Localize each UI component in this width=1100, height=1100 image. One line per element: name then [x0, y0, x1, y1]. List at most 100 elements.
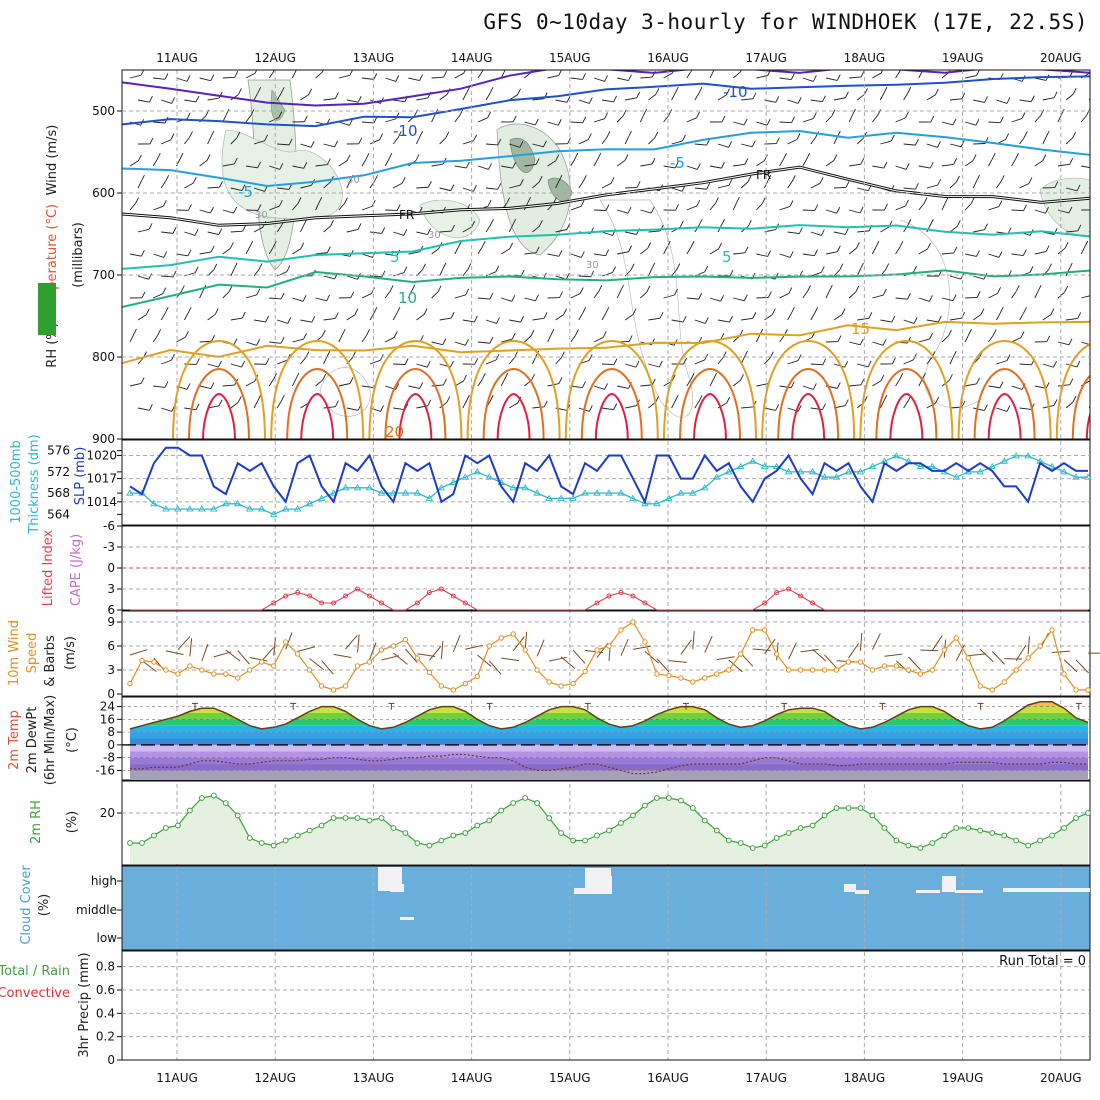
wind-barb-flag [249, 240, 254, 248]
thickness-ytick: 572 [47, 465, 70, 479]
rh-point [234, 812, 241, 819]
wind-barb-flag [192, 176, 197, 184]
surface-wind-barb [345, 635, 358, 650]
wind-barb-flag [465, 288, 470, 296]
wind-barb [926, 94, 936, 101]
wind-barb-flag [630, 263, 635, 270]
warm-contour [777, 367, 840, 439]
wind-speed-point [127, 680, 133, 687]
wind-barb-flag [976, 291, 981, 298]
wind-barb [1019, 363, 1032, 366]
wind-barb-flag [613, 358, 618, 365]
wind-barb [779, 335, 785, 343]
wind-barb [555, 180, 560, 189]
wind-barb-flag [286, 265, 291, 272]
wind-barb-flag [403, 266, 408, 273]
wind-barb-flag [822, 358, 827, 365]
wind-barb [385, 77, 396, 82]
wind-barb [787, 312, 792, 321]
wind-barb-flag [357, 96, 362, 103]
wind-barb-flag [806, 152, 810, 160]
contour-label: -5 [670, 154, 685, 172]
wind-barb-flag [937, 178, 942, 186]
wind-barb [918, 297, 930, 302]
wind-barb-flag [465, 394, 470, 402]
wind-barb [346, 407, 359, 411]
wind-barb [996, 181, 1002, 189]
lifted-index-point [798, 593, 804, 599]
wind-barb-flag [164, 381, 169, 388]
wind-barb-flag [272, 241, 277, 248]
isotherm--15 [122, 70, 1090, 107]
wind-barb [384, 291, 391, 299]
rh-ylabel: 2m RH (%) [29, 800, 80, 844]
wind-barb-flag [535, 294, 539, 301]
thickness-point [389, 489, 398, 496]
wind-barb [532, 225, 540, 233]
wind-barb-flag [164, 73, 169, 80]
lifted-index-point [307, 593, 313, 599]
wind-barb-flag [512, 218, 517, 226]
wind-barb-flag [743, 118, 748, 126]
wind-barb-flag [419, 335, 424, 342]
wind-barb-flag [984, 96, 988, 103]
wind-barb [733, 121, 745, 126]
surface-wind-barb [333, 653, 352, 658]
cloud-ytick: middle [76, 903, 117, 917]
wind-barb-flag [310, 141, 315, 148]
wind-barb-flag [403, 229, 408, 236]
contour-label: 30 [347, 175, 360, 186]
thickness-point [126, 489, 134, 496]
wind-barb-flag [211, 335, 215, 342]
surface-wind-barb [297, 646, 316, 652]
wind-barb [802, 253, 815, 257]
wind-barb [408, 385, 420, 389]
wind-barb-flag [302, 295, 307, 302]
surface-wind-barb [1052, 650, 1071, 653]
wind-barb-flag [613, 403, 618, 410]
wind-speed-point [702, 675, 708, 681]
isotherm-15 [122, 320, 1090, 365]
isotherm--10 [122, 75, 1090, 128]
wind-barb [578, 312, 584, 321]
wind-barb-flag [210, 206, 214, 214]
temp-ytick: 16 [100, 712, 115, 726]
lifted-index-point [319, 600, 325, 606]
wind-barb-flag [658, 360, 663, 368]
wind-barb [508, 357, 515, 365]
wind-barb-flag [937, 141, 941, 148]
wind-barb [686, 117, 697, 123]
wind-barb-flag [179, 152, 184, 160]
wind-barb [207, 363, 219, 368]
wind-barb-flag [718, 242, 722, 250]
wind-barb-flag [241, 360, 246, 368]
temp-ytick: -16 [95, 763, 115, 777]
surface-wind-barb [704, 635, 713, 653]
wind-barb-flag [789, 251, 794, 258]
wind-speed-point [199, 667, 205, 673]
wind-barb [872, 341, 884, 346]
warm-contour [1055, 343, 1090, 439]
wind-barb-flag [288, 138, 293, 146]
wind-speed-point [845, 659, 852, 665]
wind-barb [485, 319, 497, 324]
wind-barb [346, 180, 351, 189]
wind-barb [593, 209, 606, 211]
wind-barb-flag [233, 206, 238, 214]
wind-barb-flag [696, 163, 701, 170]
wind-barb-flag [538, 175, 543, 183]
wind-barb-flag [646, 285, 651, 293]
wind-barb [1057, 384, 1070, 387]
wind-barb-flag [140, 377, 145, 384]
wind-barb [184, 407, 197, 411]
wind-barb [407, 290, 413, 299]
ua-ytick: 800 [92, 350, 115, 364]
wind-barb-flag [761, 197, 766, 204]
wind-barb-flag [828, 284, 833, 292]
wind-ytick: 3 [107, 663, 115, 677]
wind-barb-flag [791, 306, 795, 314]
thickness-point [928, 462, 937, 470]
wind-barb [454, 165, 467, 169]
wind-barb-flag [620, 284, 624, 292]
wind-barb [756, 253, 768, 257]
